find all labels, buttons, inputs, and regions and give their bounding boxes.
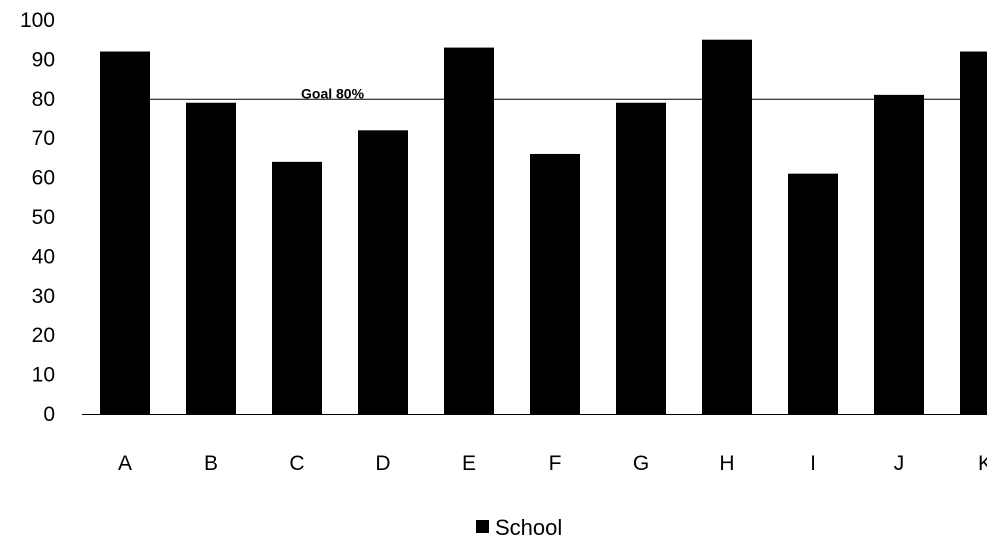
x-tick-label-e: E [462,452,476,475]
bars [100,39,987,415]
bar-h [702,39,752,414]
x-tick-label-d: D [375,452,390,475]
bar-i [788,173,838,414]
bar-g [616,102,666,415]
bar-k [960,51,987,415]
legend-swatch-school [476,520,489,533]
x-tick-label-j: J [894,452,905,475]
legend: School [476,515,562,540]
x-tick-label-c: C [289,452,304,475]
y-tick-label: 10 [32,364,55,387]
legend-label-school: School [495,515,562,540]
bar-b [186,102,236,415]
bar-c [272,161,322,414]
bar-j [874,94,924,415]
x-tick-label-b: B [204,452,218,475]
bar-e [444,47,494,415]
x-tick-label-i: I [810,452,816,475]
bar-a [100,51,150,415]
y-tick-label: 90 [32,48,55,71]
x-axis-tick-labels: A B C D E F G H I J K [118,452,987,475]
y-tick-label: 40 [32,245,55,268]
y-tick-label: 80 [32,88,55,111]
y-tick-label: 70 [32,127,55,150]
x-tick-label-k: K [978,452,987,475]
y-tick-label: 100 [20,9,55,32]
y-tick-label: 60 [32,167,55,190]
y-tick-label: 30 [32,285,55,308]
y-axis-tick-labels: 0 10 20 30 40 50 60 70 80 90 100 [20,9,55,426]
y-tick-label: 50 [32,206,55,229]
bar-d [358,130,408,414]
y-tick-label: 20 [32,324,55,347]
y-tick-label: 0 [43,403,55,426]
x-tick-label-f: F [549,452,562,475]
x-tick-label-g: G [633,452,649,475]
bar-f [530,153,580,414]
x-tick-label-a: A [118,452,132,475]
x-tick-label-h: H [719,452,734,475]
goal-label: Goal 80% [301,85,365,101]
